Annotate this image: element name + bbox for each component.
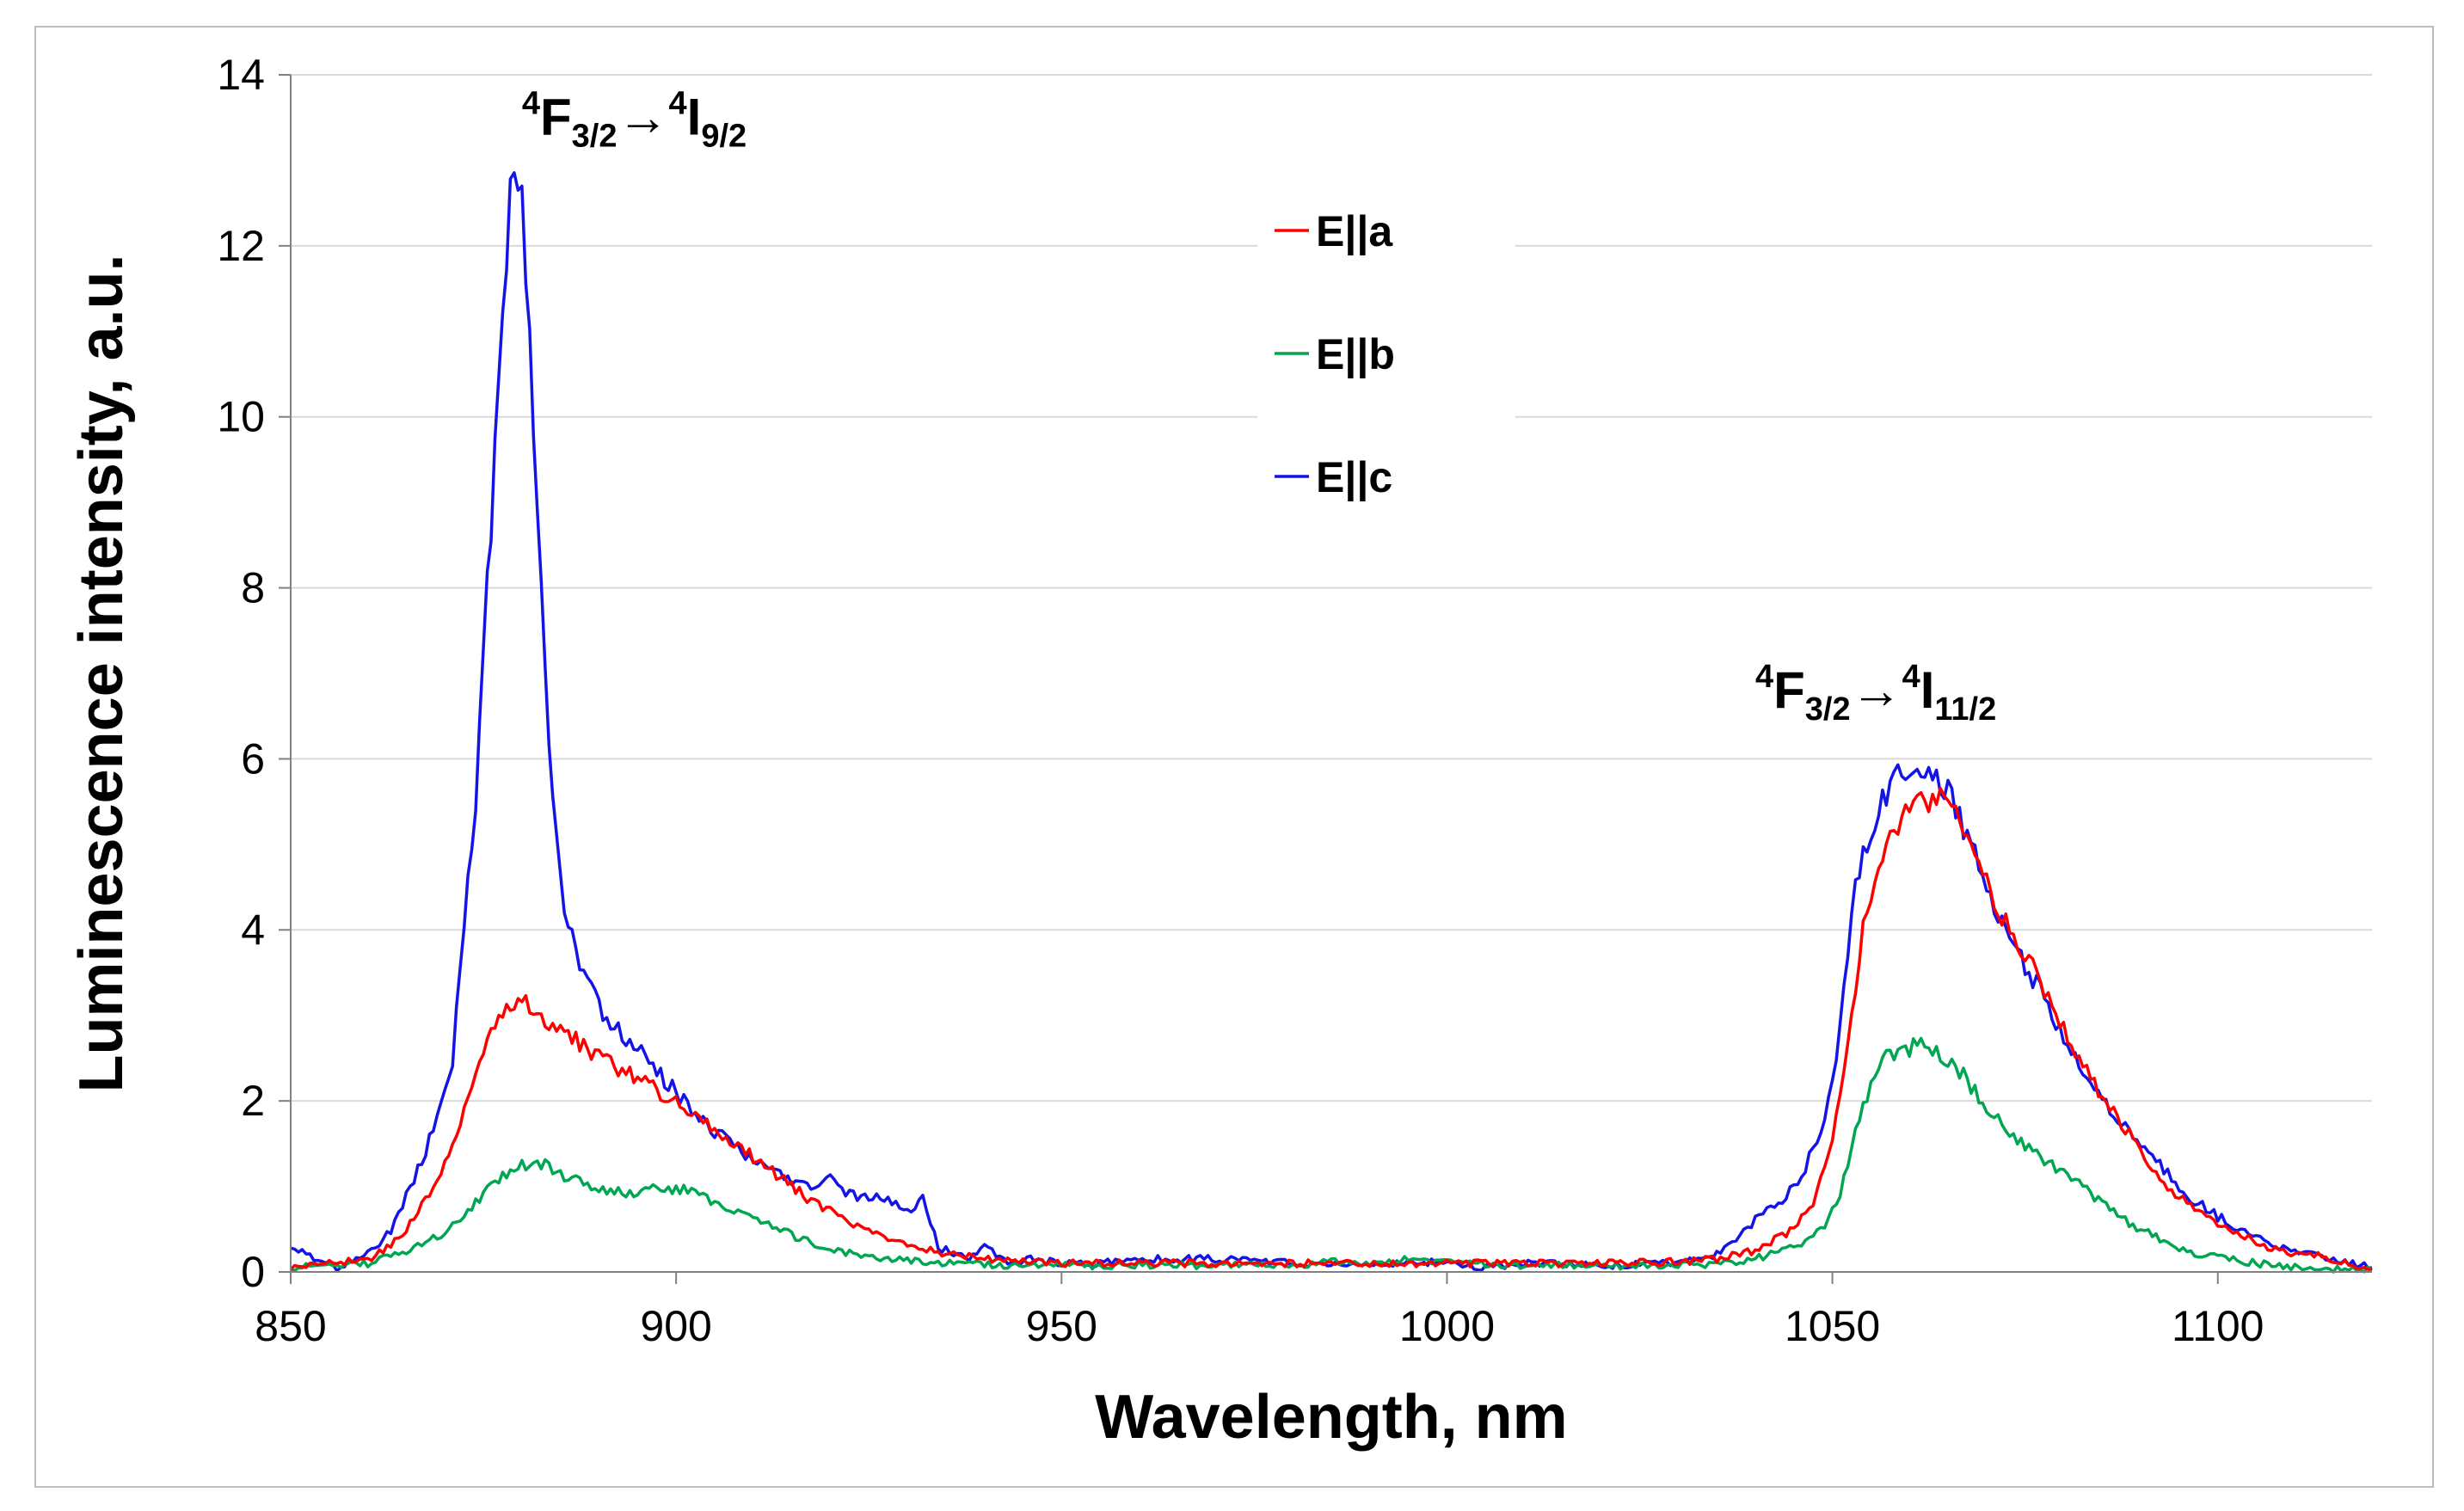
axes <box>290 75 2372 1273</box>
y-tick-label-6: 6 <box>241 734 265 783</box>
tick-labels: 0 2 4 6 8 10 12 14 850 900 950 1000 1050 1100 <box>217 51 2264 1350</box>
x-tick-label-950: 950 <box>1026 1302 1097 1350</box>
x-tick-label-900: 900 <box>640 1302 711 1350</box>
chart-frame: 0 2 4 6 8 10 12 14 850 900 950 1000 1050 1100 4F3/2→4… <box>34 26 2434 1488</box>
annot-1112: 4F3/2→4I11/2 <box>1755 659 1996 728</box>
y-tick-label-10: 10 <box>217 393 265 441</box>
y-tick-label-2: 2 <box>241 1077 265 1125</box>
y-tick-label-4: 4 <box>241 906 265 954</box>
annot-94: 4F3/2→4I9/2 <box>522 86 747 155</box>
x-tick-label-850: 850 <box>255 1302 326 1350</box>
x-tick-label-1050: 1050 <box>1785 1302 1880 1350</box>
y-tick-label-8: 8 <box>241 564 265 612</box>
series-line-2 <box>290 1036 2374 1274</box>
y-tick-label-14: 14 <box>217 51 265 99</box>
x-tick-label-1000: 1000 <box>1399 1302 1495 1350</box>
legend-label-3: E||c <box>1316 453 1392 502</box>
y-axis-title: Luminescence intensity, a.u. <box>67 255 136 1093</box>
series-line-1 <box>289 786 2373 1271</box>
annotations: 4F3/2→4I9/2 4F3/2→4I11/2 <box>522 86 1996 728</box>
y-tick-label-0: 0 <box>241 1248 265 1296</box>
legend-label-1: E||a <box>1316 207 1393 256</box>
plot-series <box>289 171 2374 1274</box>
legend-label-2: E||b <box>1316 330 1395 379</box>
y-tick-label-12: 12 <box>217 222 265 270</box>
chart-svg: 0 2 4 6 8 10 12 14 850 900 950 1000 1050 1100 4F3/2→4… <box>67 51 2374 1452</box>
x-axis-title: Wavelength, nm <box>1095 1383 1567 1452</box>
series-line-3 <box>290 171 2373 1273</box>
x-tick-label-1100: 1100 <box>2172 1302 2264 1350</box>
legend: E||a E||b E||c <box>1257 162 1515 538</box>
